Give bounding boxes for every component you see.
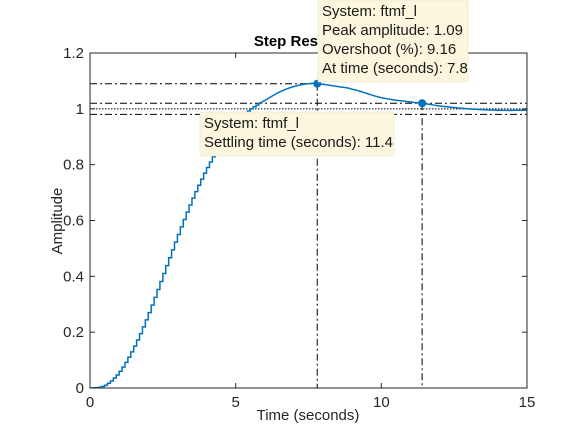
settling-datatip: System: ftmf_l Settling time (seconds): 1… <box>199 111 395 157</box>
datatip-layer: System: ftmf_l Peak amplitude: 1.09 Oversh… <box>199 0 469 157</box>
series-line-ftmf_l <box>90 82 527 388</box>
peak-datatip-line: Overshoot (%): 9.16 <box>322 41 456 58</box>
x-axis-label: Time (seconds) <box>257 407 360 424</box>
y-axis-label: Amplitude <box>49 188 66 255</box>
y-tick-label: 1 <box>76 101 84 118</box>
y-tick-label: 1.2 <box>63 45 84 62</box>
series-layer <box>90 82 527 388</box>
peak-datatip-line: At time (seconds): 7.8 <box>322 60 468 77</box>
axis-ticks: 0 5 10 15 0 0.2 0.4 0.6 0.8 1 1.2 <box>63 45 535 411</box>
y-tick-label: 0.6 <box>63 213 84 230</box>
settling-datatip-line: Settling time (seconds): 11.4 <box>204 134 393 151</box>
x-tick-label: 10 <box>373 394 390 411</box>
x-tick-label: 5 <box>231 394 239 411</box>
peak-datatip-line: Peak amplitude: 1.09 <box>322 22 463 39</box>
settling-datatip-box <box>199 111 395 157</box>
peak-datatip-box <box>317 0 469 83</box>
peak-datatip: System: ftmf_l Peak amplitude: 1.09 Oversh… <box>317 0 469 83</box>
x-tick-label: 15 <box>519 394 536 411</box>
y-tick-label: 0.8 <box>63 157 84 174</box>
y-tick-label: 0 <box>76 380 84 397</box>
settling-datatip-line: System: ftmf_l <box>204 115 299 132</box>
x-tick-label: 0 <box>86 394 94 411</box>
peak-datatip-line: System: ftmf_l <box>322 3 417 20</box>
settling-marker <box>418 99 427 108</box>
y-tick-label: 0.4 <box>63 268 84 285</box>
y-tick-label: 0.2 <box>63 324 84 341</box>
